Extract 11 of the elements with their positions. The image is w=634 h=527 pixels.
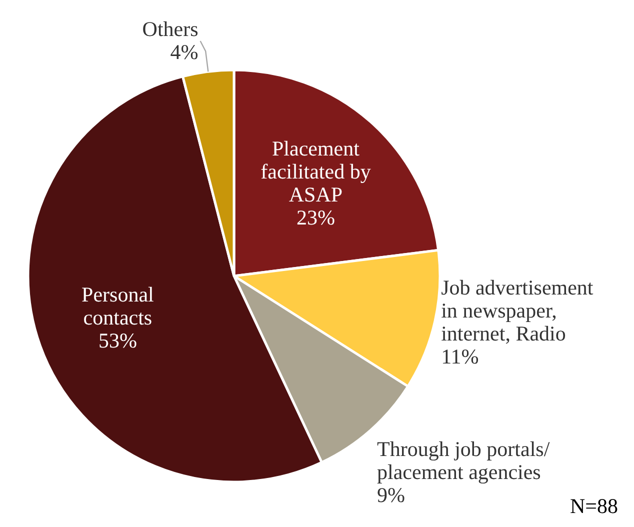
data-label: 11% (441, 344, 479, 368)
slice-label: Personal contacts (82, 282, 154, 330)
data-label: 4% (170, 40, 198, 64)
slice-label: Job advertisement in newspaper, internet, Radio (441, 275, 594, 346)
text: N=88 (570, 494, 618, 519)
slice-label: Through job portals/ placement agencies (377, 437, 550, 484)
slice-label: Placement facilitated by ASAP (260, 136, 372, 206)
data-label: 9% (377, 483, 406, 508)
data-label: 23% (296, 205, 335, 230)
data-label: 53% (98, 328, 137, 352)
slice-label: Others (142, 16, 198, 41)
